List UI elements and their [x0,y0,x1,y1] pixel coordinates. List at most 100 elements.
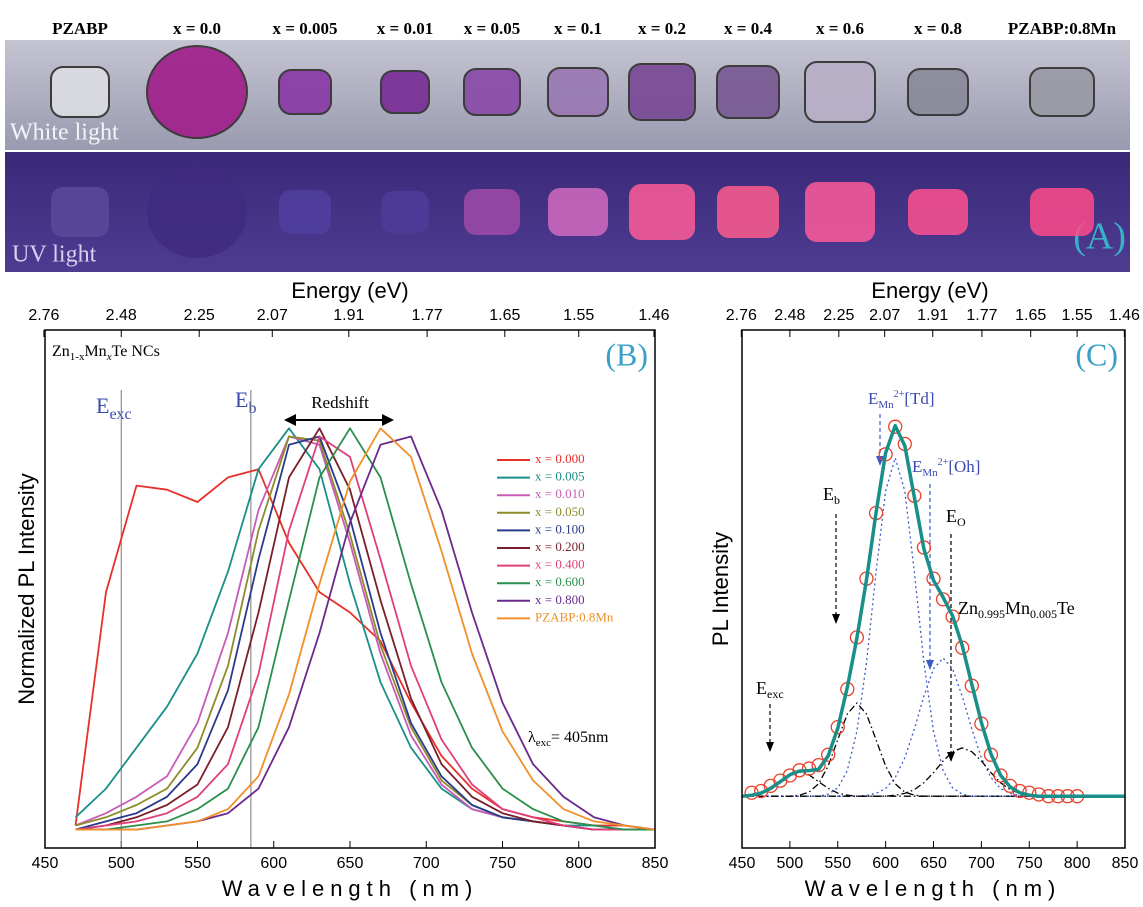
legend-label: x = 0.600 [535,574,585,589]
sample-white [1029,67,1095,117]
x2-tick-label: 1.65 [489,307,520,324]
sample-label: x = 0.05 [464,19,520,38]
sample-uv [548,188,608,236]
legend-label: PZABP:0.8Mn [535,609,614,624]
x2-tick-label: 2.76 [28,307,59,324]
sample-white [463,68,521,116]
plot-frame [741,329,1126,849]
x2-tick-label: 2.76 [726,307,757,324]
x2-tick-label: 2.25 [184,307,215,324]
x-tick-label: 750 [489,855,516,872]
sample-white [380,70,430,114]
annotation: EMn2+[Td] [868,389,935,411]
x2-tick-label: 1.55 [1062,307,1093,324]
x-tick-label: 450 [729,855,756,872]
sample-white [547,67,609,117]
panel-label: (B) [605,336,648,372]
x2-tick-label: 2.07 [257,307,288,324]
x-tick-label: 700 [413,855,440,872]
annotation: Eexc [96,393,132,423]
sample-uv [805,182,875,242]
x-tick-label: 800 [1064,855,1091,872]
x-tick-label: 600 [872,855,899,872]
annotation: Eb [823,484,840,507]
sample-label: x = 0.2 [638,19,686,38]
x-tick-label: 450 [32,855,59,872]
data-point [993,768,1008,783]
x-axis-title: Wavelength (nm) [222,876,479,901]
legend-label: x = 0.005 [535,469,585,484]
sample-white [628,63,696,121]
sample-white [804,61,876,123]
series-line [75,435,655,831]
x2-tick-label: 2.48 [106,307,137,324]
legend-label: x = 0.100 [535,521,585,536]
sample-uv [1030,188,1094,236]
sample-uv [629,184,695,240]
series-line [742,423,1125,798]
x-axis-title: Wavelength (nm) [805,876,1062,901]
x-tick-label: 600 [260,855,287,872]
series-line [742,771,1125,797]
white-light-label: White light [10,120,119,146]
legend-label: x = 0.050 [535,504,585,519]
plot-area [74,427,655,831]
x2-tick-label: 1.46 [1109,307,1140,324]
x-tick-label: 500 [108,855,135,872]
sample-label: x = 0.1 [554,19,602,38]
x2-axis-title: Energy (eV) [871,278,988,303]
sample-white [50,66,110,118]
annotation-arrows [769,414,952,752]
annotation: EO [946,506,966,529]
x2-tick-label: 1.91 [333,307,364,324]
data-point [811,757,826,773]
y-axis-title: Normalized PL Intensity [14,473,39,705]
sample-label: x = 0.0 [173,19,221,38]
legend-label: x = 0.200 [535,539,585,554]
annotation: EMn2+[Oh] [912,457,980,479]
annotation: Redshift [311,393,369,412]
sample-uv [717,186,779,238]
x2-tick-label: 2.48 [774,307,805,324]
x2-tick-label: 1.65 [1015,307,1046,324]
sample-uv [908,189,968,235]
sample-label: x = 0.4 [724,19,772,38]
sample-label: PZABP [52,19,108,38]
sample-label: x = 0.8 [914,19,962,38]
x-tick-label: 550 [184,855,211,872]
redshift-arrow [284,414,394,426]
legend-label: x = 0.800 [535,592,585,607]
series-line [75,427,655,831]
photo-panel: White light UV light (A) PZABP x = 0.0 x =… [5,19,1130,272]
sample-white [278,69,332,115]
data-point [821,747,836,762]
arrow-heads [766,456,955,762]
data-point [926,571,941,586]
x-tick-label: 700 [968,855,995,872]
x2-tick-label: 1.77 [412,307,443,324]
data-point [888,419,903,434]
legend-label: x = 0.010 [535,486,585,501]
panel-label: (C) [1075,336,1118,372]
x-tick-label: 650 [337,855,364,872]
x2-tick-label: 1.46 [638,307,669,324]
x-tick-label: 650 [920,855,947,872]
x-tick-label: 500 [777,855,804,872]
legend-label: x = 0.000 [535,451,585,466]
x2-tick-label: 1.91 [917,307,948,324]
legend-label: x = 0.400 [535,557,585,572]
data-point [1012,783,1027,799]
annotation: Zn0.995Mn0.005Te [958,598,1075,621]
x2-axis-title: Energy (eV) [291,278,408,303]
sample-label: PZABP:0.8Mn [1008,19,1117,38]
uv-light-label: UV light [12,242,97,268]
annotation: Eexc [756,678,784,701]
sample-uv [147,166,247,258]
series-line [75,427,655,831]
sample-uv [51,187,109,237]
series-line [742,457,1125,797]
sample-label: x = 0.01 [377,19,433,38]
y-axis-title: PL Intensity [708,532,733,646]
series-line [742,657,1125,797]
